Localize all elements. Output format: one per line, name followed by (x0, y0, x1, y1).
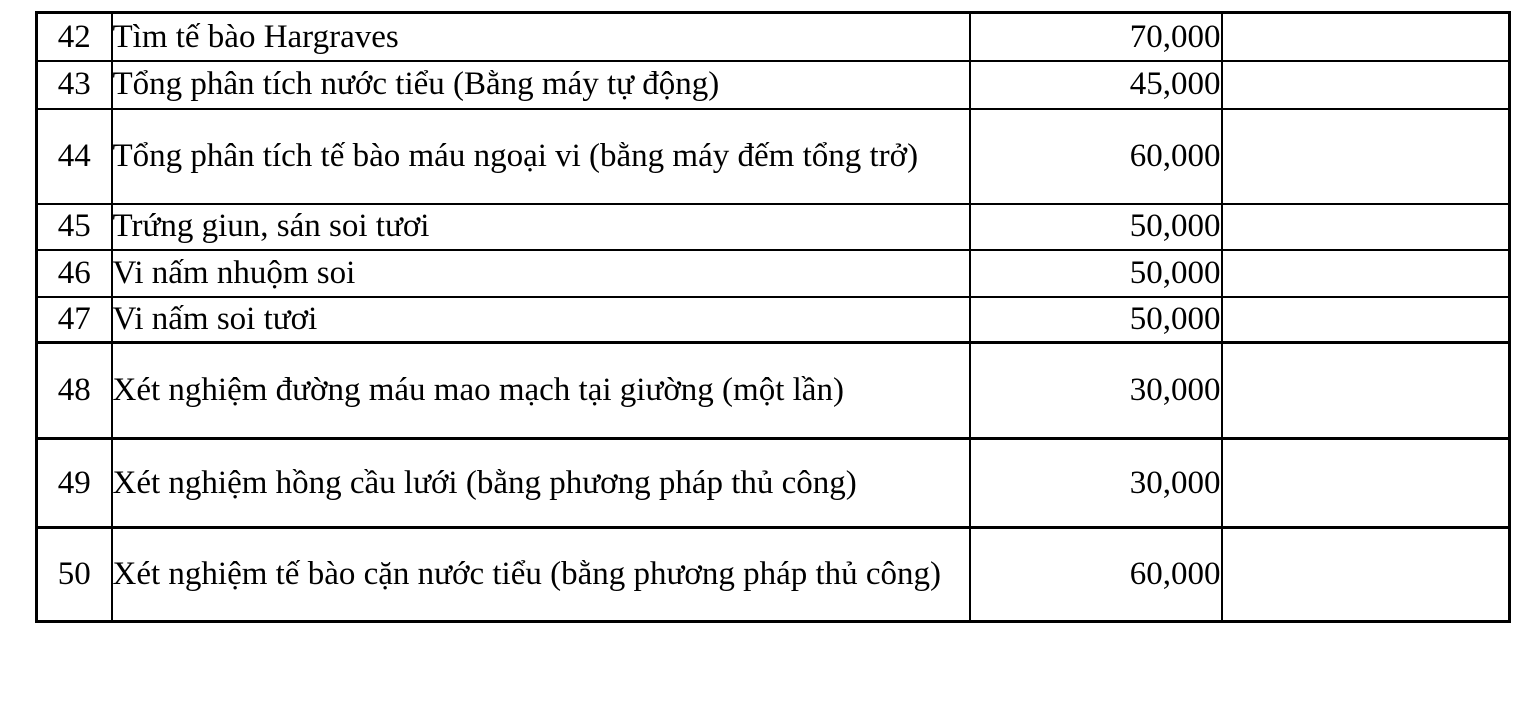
note-cell (1220, 202, 1511, 251)
table-row: 43 Tổng phân tích nước tiểu (Bằng máy tự … (35, 59, 1511, 110)
table-row: 44 Tổng phân tích tế bào máu ngoại vi (bằ… (35, 107, 1511, 205)
row-number-cell: 48 (35, 341, 113, 440)
table-row: 46 Vi nấm nhuộm soi 50,000 (35, 248, 1511, 298)
price-cell: 60,000 (968, 107, 1223, 205)
note-cell (1220, 526, 1511, 623)
service-name-cell: Tìm tế bào Hargraves (110, 11, 971, 62)
price-cell: 50,000 (968, 202, 1223, 251)
row-number-cell: 44 (35, 107, 113, 205)
price-cell: 30,000 (968, 341, 1223, 440)
row-number-cell: 45 (35, 202, 113, 251)
table-row: 48 Xét nghiệm đường máu mao mạch tại giườ… (35, 341, 1511, 440)
service-name-cell: Vi nấm soi tươi (110, 295, 971, 344)
price-cell: 50,000 (968, 248, 1223, 298)
note-cell (1220, 295, 1511, 344)
service-name-cell: Tổng phân tích nước tiểu (Bằng máy tự độ… (110, 59, 971, 110)
service-name-cell: Tổng phân tích tế bào máu ngoại vi (bằng… (110, 107, 971, 205)
row-number-cell: 43 (35, 59, 113, 110)
note-cell (1220, 248, 1511, 298)
price-table: 42 Tìm tế bào Hargraves 70,000 43 Tổng phân … (35, 11, 1511, 623)
table-row: 49 Xét nghiệm hồng cầu lưới (bằng phương … (35, 437, 1511, 529)
table-row: 42 Tìm tế bào Hargraves 70,000 (35, 11, 1511, 62)
service-name-cell: Xét nghiệm hồng cầu lưới (bằng phương ph… (110, 437, 971, 529)
price-cell: 30,000 (968, 437, 1223, 529)
service-name-cell: Xét nghiệm đường máu mao mạch tại giường… (110, 341, 971, 440)
row-number-cell: 47 (35, 295, 113, 344)
price-cell: 70,000 (968, 11, 1223, 62)
row-number-cell: 46 (35, 248, 113, 298)
service-name-cell: Vi nấm nhuộm soi (110, 248, 971, 298)
note-cell (1220, 11, 1511, 62)
note-cell (1220, 107, 1511, 205)
note-cell (1220, 437, 1511, 529)
row-number-cell: 42 (35, 11, 113, 62)
table-row: 45 Trứng giun, sán soi tươi 50,000 (35, 202, 1511, 251)
price-cell: 45,000 (968, 59, 1223, 110)
table-row: 47 Vi nấm soi tươi 50,000 (35, 295, 1511, 344)
note-cell (1220, 341, 1511, 440)
service-name-cell: Xét nghiệm tế bào cặn nước tiểu (bằng ph… (110, 526, 971, 623)
table-row: 50 Xét nghiệm tế bào cặn nước tiểu (bằng … (35, 526, 1511, 623)
row-number-cell: 50 (35, 526, 113, 623)
service-name-cell: Trứng giun, sán soi tươi (110, 202, 971, 251)
row-number-cell: 49 (35, 437, 113, 529)
price-cell: 50,000 (968, 295, 1223, 344)
note-cell (1220, 59, 1511, 110)
price-cell: 60,000 (968, 526, 1223, 623)
price-table-body: 42 Tìm tế bào Hargraves 70,000 43 Tổng phân … (35, 11, 1511, 623)
